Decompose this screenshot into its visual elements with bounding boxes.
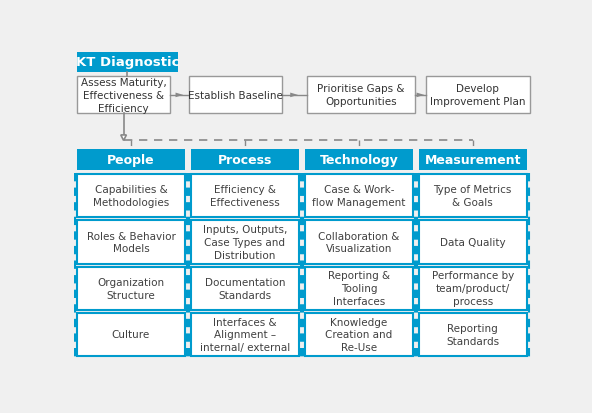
Text: Reporting &
Tooling
Interfaces: Reporting & Tooling Interfaces [328, 271, 390, 306]
Text: Establish Baseline: Establish Baseline [188, 91, 282, 101]
Polygon shape [175, 93, 184, 98]
FancyBboxPatch shape [77, 267, 185, 310]
FancyBboxPatch shape [419, 221, 527, 264]
Text: Measurement: Measurement [424, 154, 521, 167]
FancyBboxPatch shape [77, 175, 185, 218]
Text: Assess Maturity,
Effectiveness &
Efficiency: Assess Maturity, Effectiveness & Efficie… [81, 78, 166, 114]
Text: Interfaces &
Alignment –
internal/ external: Interfaces & Alignment – internal/ exter… [200, 317, 290, 352]
FancyBboxPatch shape [191, 267, 299, 310]
Text: Documentation
Standards: Documentation Standards [205, 277, 285, 300]
FancyBboxPatch shape [305, 175, 413, 218]
Text: Culture: Culture [112, 330, 150, 339]
Text: Knowledge
Creation and
Re-Use: Knowledge Creation and Re-Use [325, 317, 392, 352]
Text: Collaboration &
Visualization: Collaboration & Visualization [318, 231, 400, 254]
Text: KT Diagnostic: KT Diagnostic [76, 56, 179, 69]
FancyBboxPatch shape [77, 52, 178, 73]
FancyBboxPatch shape [305, 267, 413, 310]
Text: Develop
Improvement Plan: Develop Improvement Plan [430, 84, 526, 107]
FancyBboxPatch shape [419, 267, 527, 310]
Text: Case & Work-
flow Management: Case & Work- flow Management [312, 185, 406, 208]
Text: Data Quality: Data Quality [440, 237, 506, 247]
FancyBboxPatch shape [191, 221, 299, 264]
FancyBboxPatch shape [419, 175, 527, 218]
FancyBboxPatch shape [191, 175, 299, 218]
FancyBboxPatch shape [426, 77, 530, 114]
Text: Performance by
team/product/
process: Performance by team/product/ process [432, 271, 514, 306]
Text: Prioritise Gaps &
Opportunities: Prioritise Gaps & Opportunities [317, 84, 404, 107]
Text: Technology: Technology [320, 154, 398, 167]
FancyBboxPatch shape [305, 221, 413, 264]
FancyBboxPatch shape [191, 313, 299, 356]
Polygon shape [290, 93, 298, 98]
FancyBboxPatch shape [305, 313, 413, 356]
Text: Capabilities &
Methodologies: Capabilities & Methodologies [93, 185, 169, 208]
FancyBboxPatch shape [189, 77, 282, 114]
FancyBboxPatch shape [419, 150, 527, 171]
FancyBboxPatch shape [77, 150, 185, 171]
Text: Organization
Structure: Organization Structure [98, 277, 165, 300]
FancyBboxPatch shape [191, 150, 299, 171]
Polygon shape [121, 135, 126, 141]
FancyBboxPatch shape [77, 77, 170, 114]
FancyBboxPatch shape [419, 313, 527, 356]
Text: Roles & Behavior
Models: Roles & Behavior Models [86, 231, 175, 254]
FancyBboxPatch shape [77, 313, 185, 356]
Text: Process: Process [218, 154, 272, 167]
Text: Efficiency &
Effectiveness: Efficiency & Effectiveness [210, 185, 280, 208]
Text: People: People [107, 154, 155, 167]
FancyBboxPatch shape [307, 77, 415, 114]
Text: Type of Metrics
& Goals: Type of Metrics & Goals [433, 185, 512, 208]
Polygon shape [417, 93, 424, 98]
FancyBboxPatch shape [77, 221, 185, 264]
Text: Reporting
Standards: Reporting Standards [446, 323, 499, 346]
Text: Inputs, Outputs,
Case Types and
Distribution: Inputs, Outputs, Case Types and Distribu… [202, 225, 287, 260]
FancyBboxPatch shape [305, 150, 413, 171]
